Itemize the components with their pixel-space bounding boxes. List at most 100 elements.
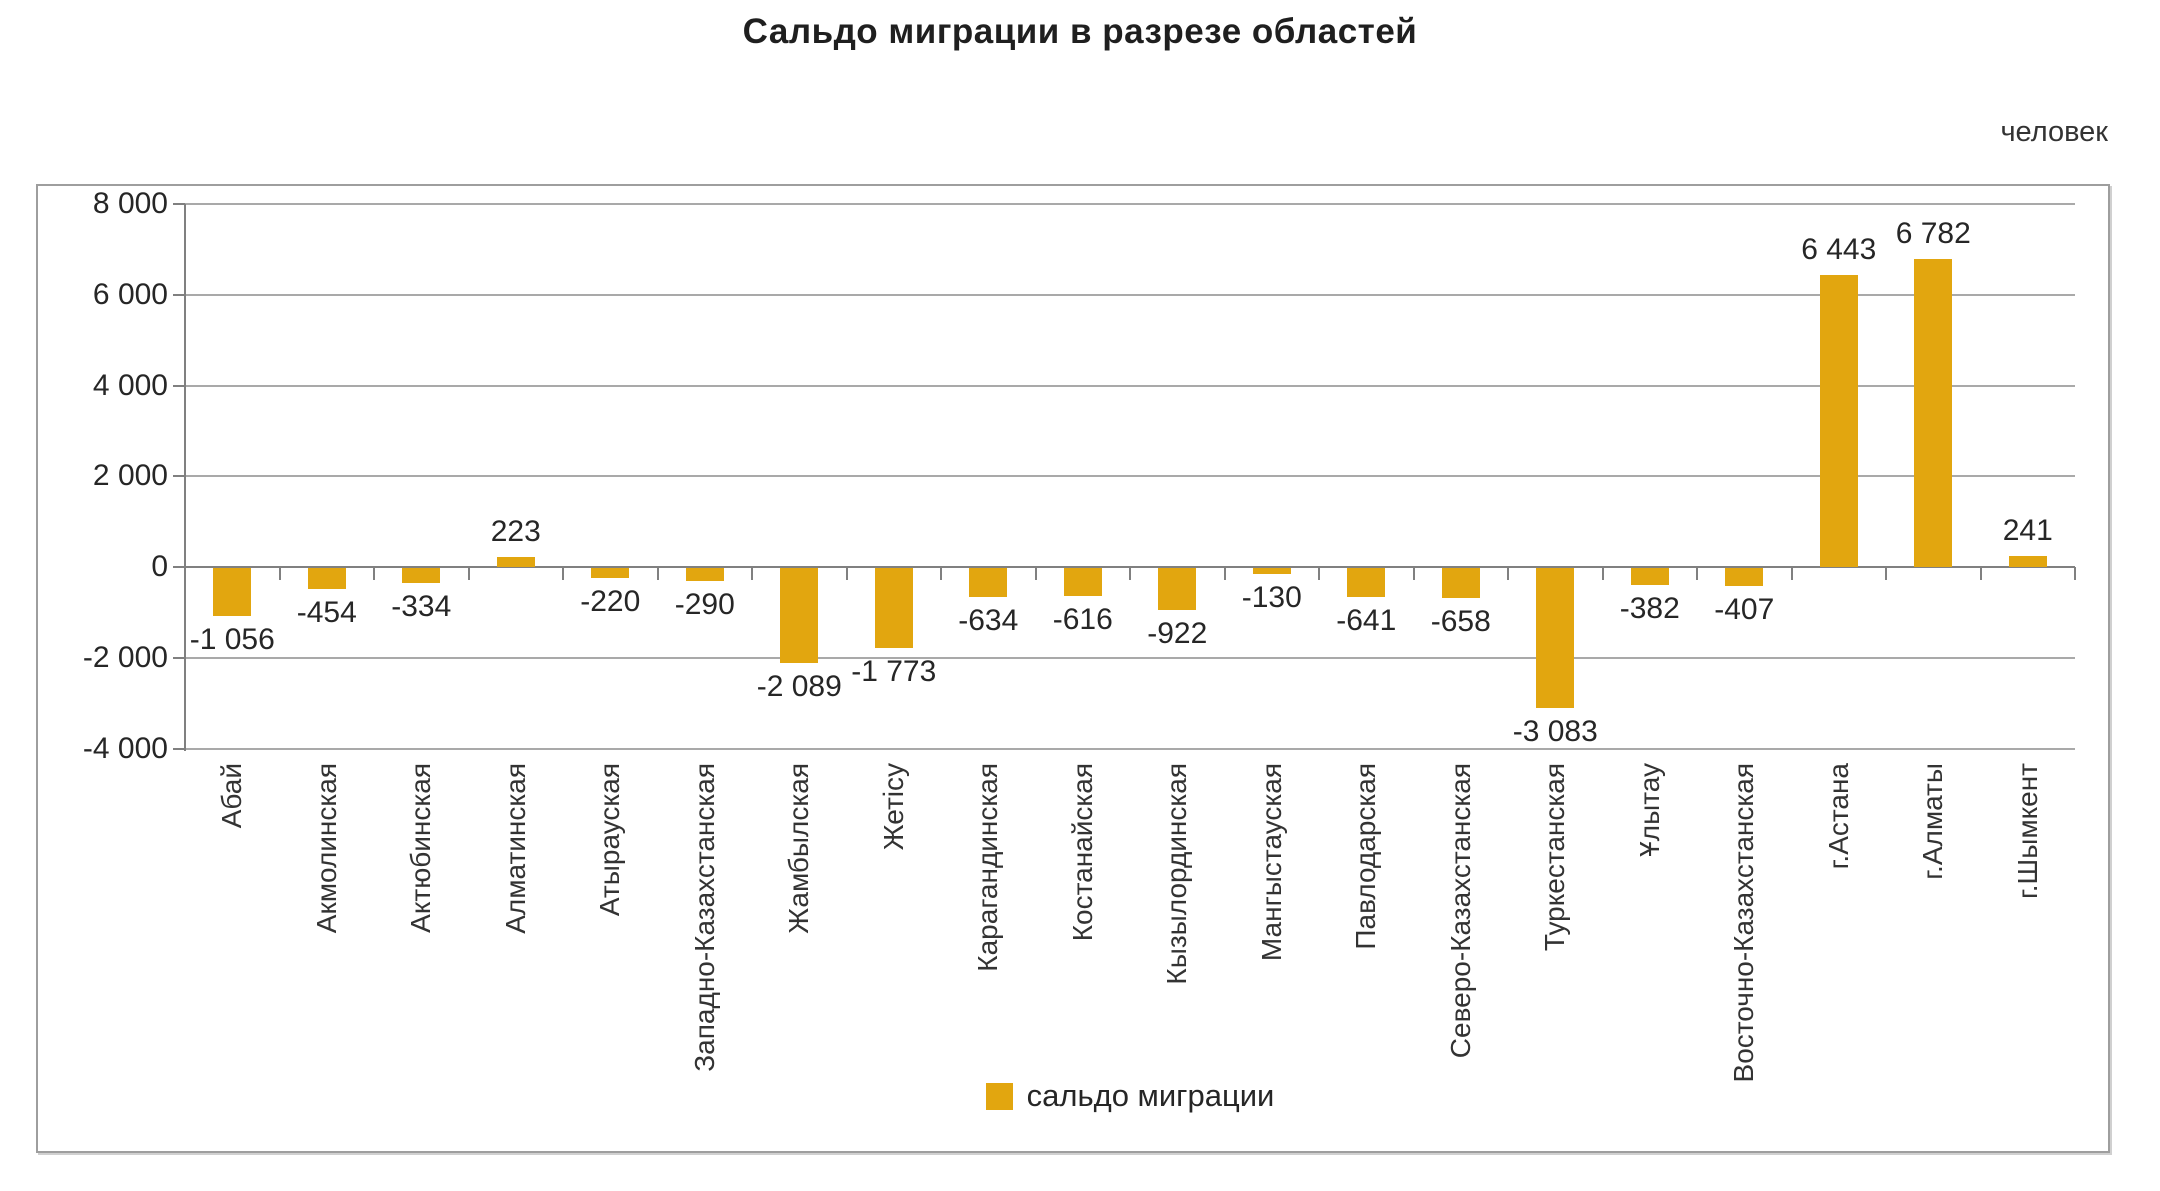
bar-value-label: -220 [580, 584, 641, 618]
bar [1158, 568, 1197, 610]
bar [496, 556, 535, 567]
x-tick-mark [845, 567, 848, 580]
bar-value-label: 6 443 [1801, 232, 1877, 266]
x-tick-mark [1790, 567, 1793, 580]
bar-value-label: -130 [1241, 580, 1302, 614]
y-axis-line [184, 204, 186, 751]
chart-frame [36, 184, 2110, 1153]
bar [780, 568, 819, 663]
gridline [185, 475, 2075, 478]
y-tick-label: 4 000 [92, 368, 168, 402]
bar [1914, 259, 1953, 567]
bar-value-label: -922 [1147, 616, 1208, 650]
bar-value-label: -634 [958, 603, 1019, 637]
bar-value-label: -616 [1052, 602, 1113, 636]
x-category-label: г.Астана [1822, 763, 1854, 870]
bar [1441, 568, 1480, 598]
bar [1252, 568, 1291, 574]
y-tick-mark [173, 656, 185, 659]
bar [685, 568, 724, 582]
bar [1630, 568, 1669, 586]
x-category-label: Карагандинская [972, 763, 1004, 972]
bar [874, 568, 913, 649]
x-category-label: Ұлытау [1633, 763, 1665, 857]
y-tick-label: 6 000 [92, 277, 168, 311]
y-tick-mark [173, 566, 185, 568]
y-tick-mark [173, 747, 185, 750]
x-category-label: Алматинская [499, 763, 531, 934]
bar-value-label: -407 [1714, 593, 1775, 627]
y-tick-mark [173, 475, 185, 478]
x-tick-mark [1129, 567, 1131, 580]
x-category-label: Актюбинская [405, 763, 437, 933]
bar [307, 568, 346, 589]
x-tick-mark [1507, 567, 1509, 580]
legend-swatch [985, 1082, 1013, 1110]
x-category-label: Костанайская [1066, 763, 1098, 942]
gridline [185, 203, 2075, 205]
bar [213, 568, 252, 616]
x-tick-mark [467, 567, 470, 580]
bar [1063, 568, 1102, 596]
x-tick-mark [1034, 567, 1037, 580]
y-tick-mark [173, 384, 185, 387]
x-tick-mark [1696, 567, 1698, 580]
legend: сальдо миграции [185, 1078, 2075, 1114]
chart-title: Сальдо миграции в разрезе областей [742, 12, 1418, 51]
x-tick-mark [1601, 567, 1604, 580]
y-tick-label: 0 [151, 550, 168, 583]
bar [1819, 274, 1858, 567]
bar-value-label: -658 [1430, 604, 1491, 638]
y-tick-mark [173, 203, 185, 205]
x-category-label: Туркестанская [1539, 763, 1571, 952]
y-tick-label: 8 000 [92, 187, 168, 220]
unit-label: человек [2000, 116, 2108, 148]
bar-value-label: -2 089 [756, 669, 842, 703]
x-category-label: Атырауская [594, 763, 626, 917]
x-tick-mark [940, 567, 942, 580]
bar-value-label: -641 [1336, 604, 1397, 638]
x-category-label: Абай [216, 763, 248, 829]
bar [1347, 568, 1386, 598]
y-tick-label: -4 000 [82, 731, 168, 765]
x-category-label: Мангыстауская [1255, 763, 1287, 962]
bar [2008, 556, 2047, 567]
bar [969, 568, 1008, 597]
gridline [185, 384, 2075, 387]
y-tick-label: 2 000 [92, 459, 168, 493]
gridline [185, 747, 2075, 750]
bar-value-label: -334 [391, 590, 452, 624]
bar [1536, 568, 1575, 708]
bar [591, 568, 630, 578]
x-category-label: Кызылординская [1161, 763, 1193, 985]
gridline [185, 656, 2075, 659]
bar-value-label: -1 773 [851, 655, 937, 689]
x-category-label: г.Шымкент [2011, 763, 2043, 900]
x-tick-mark [184, 567, 186, 580]
bar-value-label: -1 056 [189, 622, 275, 656]
x-tick-mark [562, 567, 564, 580]
x-tick-mark [2074, 567, 2076, 580]
x-tick-mark [278, 567, 281, 580]
x-tick-mark [751, 567, 753, 580]
x-tick-mark [1318, 567, 1320, 580]
legend-label: сальдо миграции [1026, 1078, 1275, 1113]
x-category-label: Павлодарская [1350, 763, 1382, 950]
bar-value-label: 241 [2002, 514, 2053, 548]
x-category-label: Северо-Казахстанская [1444, 763, 1476, 1059]
bar-value-label: 223 [490, 514, 541, 548]
x-tick-mark [1885, 567, 1887, 580]
bar-value-label: -290 [674, 588, 735, 622]
bar-value-label: -3 083 [1512, 714, 1598, 748]
x-tick-mark [656, 567, 659, 580]
x-category-label: Восточно-Казахстанская [1728, 763, 1760, 1083]
y-tick-label: -2 000 [82, 640, 168, 674]
x-category-label: г.Алматы [1917, 763, 1949, 880]
gridline [185, 293, 2075, 296]
bar [402, 568, 441, 584]
bar [1725, 568, 1764, 587]
bar-value-label: 6 782 [1895, 217, 1971, 251]
x-category-label: Западно-Казахстанская [688, 763, 720, 1072]
